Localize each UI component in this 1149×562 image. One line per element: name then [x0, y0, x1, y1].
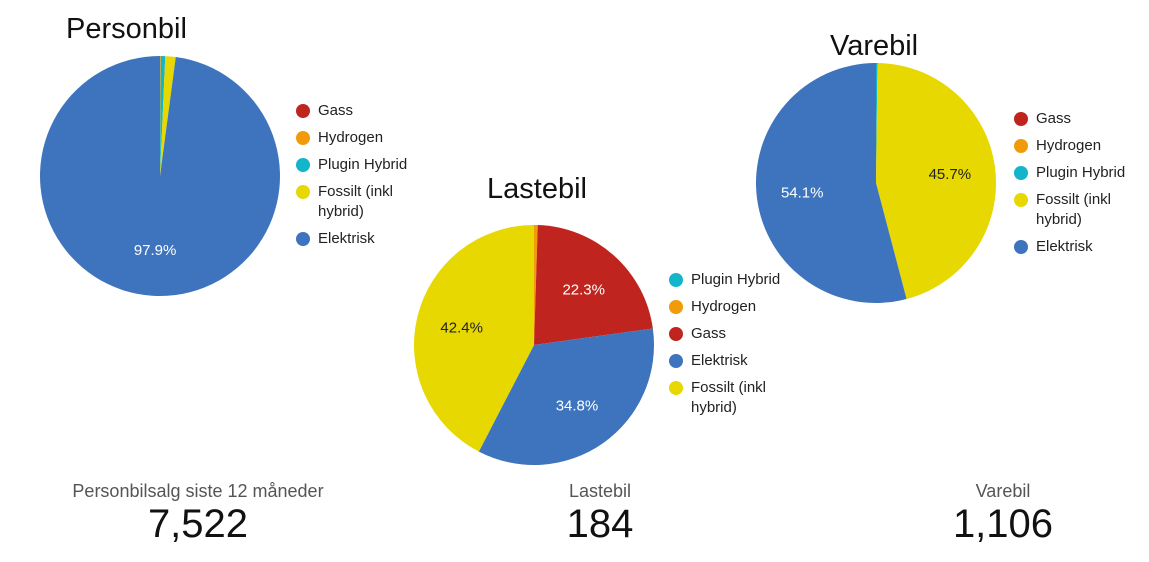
legend-swatch	[669, 354, 683, 368]
data-label-fossilt-inkl-hybrid: 42.4%	[440, 319, 483, 336]
kpi-value: 184	[566, 502, 634, 546]
legend-label: Hydrogen	[691, 298, 757, 315]
pie-slice-plugin-hybrid	[160, 56, 166, 177]
legend-label: Elektrisk	[691, 352, 748, 369]
pie-slice-gass	[534, 225, 653, 345]
legend-label: Gass	[691, 325, 727, 342]
legend-label: Gass	[1036, 110, 1072, 127]
pie-slice-elektrisk	[39, 56, 281, 296]
kpi-value: 1,106	[952, 502, 1054, 546]
pie-chart-varebil: 45.7% 54.1%	[756, 63, 997, 303]
legend-label: Plugin Hybrid	[318, 156, 408, 173]
legend-item-gass: Gass	[669, 324, 793, 344]
kpi-label: Lastebil	[568, 481, 632, 501]
pie-slice-fossilt-inkl-hybrid	[876, 63, 997, 300]
chart-title-personbil: Personbil	[66, 13, 187, 45]
kpi-value: 7,522	[147, 502, 249, 546]
legend-item-elektrisk: Elektrisk	[669, 351, 793, 371]
legend-lastebil: Plugin Hybrid Hydrogen Gass Elektrisk Fossil…	[669, 270, 793, 425]
legend-item-gass: Gass	[1014, 109, 1138, 129]
legend-label: Plugin Hybrid	[691, 271, 781, 288]
pie-slice-hydrogen	[160, 56, 161, 176]
pie-chart-personbil: 97.9%	[39, 56, 281, 296]
legend-swatch	[296, 158, 310, 172]
data-label-elektrisk: 54.1%	[781, 185, 824, 202]
legend-item-gass: Gass	[296, 101, 420, 121]
kpi-personbil: Personbilsalg siste 12 måneder 7,522	[48, 481, 348, 546]
legend-label: Elektrisk	[318, 230, 375, 247]
legend-label: Elektrisk	[1036, 238, 1093, 255]
legend-swatch	[1014, 166, 1028, 180]
legend-item-plugin-hybrid: Plugin Hybrid	[296, 155, 420, 175]
legend-label: Hydrogen	[318, 129, 384, 146]
legend-item-fossilt-inkl-hybrid: Fossilt (inkl hybrid)	[296, 182, 420, 222]
legend-swatch	[669, 300, 683, 314]
legend-label: Fossilt (inkl hybrid)	[318, 183, 394, 220]
legend-item-plugin-hybrid: Plugin Hybrid	[1014, 163, 1138, 183]
legend-label: Hydrogen	[1036, 137, 1102, 154]
kpi-lastebil: Lastebil 184	[500, 481, 700, 546]
legend-item-elektrisk: Elektrisk	[296, 229, 420, 249]
legend-swatch	[1014, 139, 1028, 153]
legend-varebil: Gass Hydrogen Plugin Hybrid Fossilt (inkl h…	[1014, 109, 1138, 264]
legend-swatch	[1014, 112, 1028, 126]
legend-item-fossilt-inkl-hybrid: Fossilt (inkl hybrid)	[1014, 190, 1138, 230]
legend-swatch	[296, 232, 310, 246]
data-label-gass: 22.3%	[562, 282, 605, 299]
pie-slice-fossilt-inkl-hybrid	[414, 225, 534, 452]
pie-slice-elektrisk	[478, 328, 654, 466]
legend-swatch	[669, 273, 683, 287]
chart-title-lastebil: Lastebil	[487, 173, 587, 205]
legend-swatch	[1014, 193, 1028, 207]
legend-personbil: Gass Hydrogen Plugin Hybrid Fossilt (inkl h…	[296, 101, 420, 256]
legend-swatch	[296, 131, 310, 145]
kpi-label: Personbilsalg siste 12 måneder	[72, 481, 324, 501]
data-label-fossilt-inkl-hybrid: 45.7%	[929, 166, 972, 183]
pie-chart-lastebil: 22.3% 34.8% 42.4%	[414, 225, 654, 466]
legend-label: Plugin Hybrid	[1036, 164, 1126, 181]
legend-item-elektrisk: Elektrisk	[1014, 237, 1138, 257]
legend-label: Fossilt (inkl hybrid)	[691, 379, 767, 416]
legend-swatch	[669, 381, 683, 395]
chart-title-varebil: Varebil	[830, 30, 919, 62]
kpi-varebil: Varebil 1,106	[903, 481, 1103, 546]
legend-label: Gass	[318, 102, 354, 119]
legend-item-hydrogen: Hydrogen	[1014, 136, 1138, 156]
legend-swatch	[296, 185, 310, 199]
legend-label: Fossilt (inkl hybrid)	[1036, 191, 1112, 228]
pie-slice-hydrogen	[534, 225, 538, 345]
legend-item-hydrogen: Hydrogen	[669, 297, 793, 317]
pie-slice-plugin-hybrid	[876, 63, 878, 183]
pie-slice-elektrisk	[756, 63, 907, 303]
kpi-label: Varebil	[975, 481, 1031, 501]
data-label-elektrisk: 34.8%	[556, 398, 599, 415]
legend-swatch	[669, 327, 683, 341]
legend-swatch	[296, 104, 310, 118]
pie-slice-fossilt-inkl-hybrid	[160, 56, 176, 177]
data-label-elektrisk: 97.9%	[134, 242, 177, 259]
legend-item-hydrogen: Hydrogen	[296, 128, 420, 148]
legend-swatch	[1014, 240, 1028, 254]
legend-item-plugin-hybrid: Plugin Hybrid	[669, 270, 793, 290]
legend-item-fossilt-inkl-hybrid: Fossilt (inkl hybrid)	[669, 378, 793, 418]
